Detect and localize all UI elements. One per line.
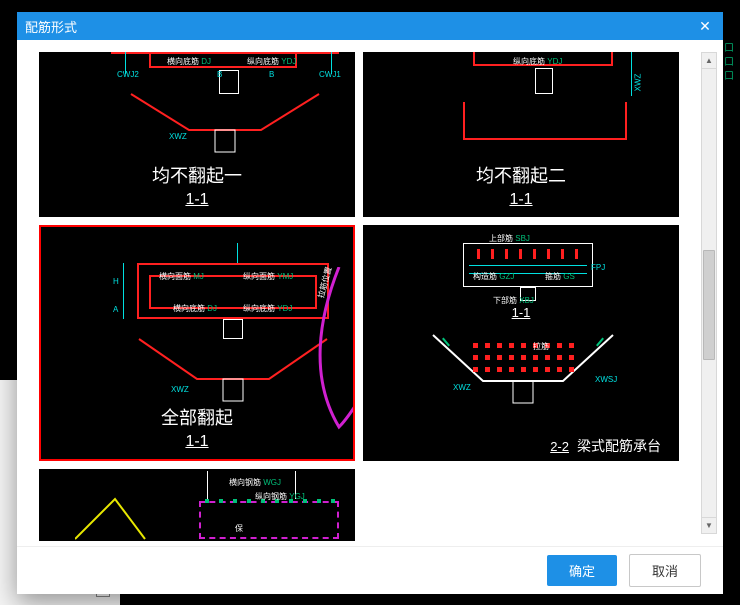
thumbnail-caption: 全部翻起1-1: [161, 408, 233, 451]
diagram-label: CWJ1: [319, 70, 341, 79]
bg-glyph: 口: [724, 44, 738, 54]
diagram-label: 横向面筋 MJ: [159, 271, 204, 282]
thumbnail-caption: 均不翻起二1-1: [476, 166, 566, 209]
diagram-label: 纵向底筋 YDJ: [247, 56, 296, 67]
dialog-content: 横向底筋 DJ 纵向底筋 YDJ CWJ2 CWJ1 B B XWZ 均不翻起一1-1 纵向底筋…: [17, 40, 723, 546]
diagram-label: 纵向底筋 YDJ: [513, 56, 562, 67]
diagram-label: FPJ: [591, 263, 605, 272]
thumbnail-a[interactable]: 横向底筋 DJ 纵向底筋 YDJ CWJ2 CWJ1 B B XWZ 均不翻起一1-1: [39, 52, 355, 217]
diagram-label: B: [217, 70, 222, 79]
diagram-label: XWSJ: [595, 375, 617, 384]
scroll-up-button[interactable]: ▲: [702, 53, 716, 69]
diagram-label: 下部筋 XBJ: [493, 295, 534, 306]
diagram-label: XWZ: [453, 383, 471, 392]
thumbnail-c[interactable]: 横向面筋 MJ纵向面筋 YMJ横向底筋 DJ纵向底筋 YDJ拉筋位置HAXWZ全…: [39, 225, 355, 461]
diagram-label: XWZ: [171, 385, 189, 394]
gallery-grid: 横向底筋 DJ 纵向底筋 YDJ CWJ2 CWJ1 B B XWZ 均不翻起一1-1 纵向底筋…: [39, 52, 699, 541]
dialog: 配筋形式 ✕ 横向底筋 DJ 纵向底筋 YDJ CWJ2 CWJ1 B B XWZ 均不翻起一…: [17, 12, 723, 594]
thumbnail-caption: 均不翻起一1-1: [152, 166, 242, 209]
ok-button[interactable]: 确定: [547, 555, 617, 586]
scroll-down-button[interactable]: ▼: [702, 517, 716, 533]
diagram-label: 箍筋 GS: [545, 271, 575, 282]
diagram-label: XWZ: [169, 132, 187, 141]
diagram-label: XWZ: [633, 74, 642, 92]
close-icon[interactable]: ✕: [695, 16, 715, 36]
bg-glyph: 口: [724, 58, 738, 68]
diagram-label: 拉筋: [533, 341, 549, 352]
thumbnail-d[interactable]: 1-1上部筋 SBJ构造筋 GZJ箍筋 GS下部筋 XBJFPJXWSJ拉筋XW…: [363, 225, 679, 461]
cancel-button[interactable]: 取消: [629, 554, 701, 587]
diagram-label: 纵向面筋 YMJ: [243, 271, 293, 282]
scroll-thumb[interactable]: [703, 250, 715, 360]
thumbnail-gallery: 横向底筋 DJ 纵向底筋 YDJ CWJ2 CWJ1 B B XWZ 均不翻起一1-1 纵向底筋…: [39, 52, 699, 546]
thumbnail-e[interactable]: 横向钢筋 WGJ 纵向钢筋 YGJ 保: [39, 469, 355, 541]
scroll-track[interactable]: [702, 70, 716, 516]
diagram-label: 横向底筋 DJ: [167, 56, 211, 67]
diagram-label: H: [113, 277, 119, 286]
diagram-label: 横向底筋 DJ: [173, 303, 217, 314]
bg-glyph: 口: [724, 72, 738, 82]
diagram-label: 构造筋 GZJ: [473, 271, 514, 282]
diagram-label: B: [269, 70, 274, 79]
background-right-glyphs: 口 口 口: [724, 44, 738, 344]
diagram-label: 横向钢筋 WGJ: [229, 477, 281, 488]
vertical-scrollbar[interactable]: ▲ ▼: [701, 52, 717, 534]
thumbnail-caption: 2-2梁式配筋承台: [550, 437, 661, 455]
thumbnail-b[interactable]: 纵向底筋 YDJ XWZ 均不翻起二1-1: [363, 52, 679, 217]
diagram-label: 纵向底筋 YDJ: [243, 303, 292, 314]
diagram-label: 上部筋 SBJ: [489, 233, 530, 244]
titlebar[interactable]: 配筋形式 ✕: [17, 12, 723, 40]
dialog-footer: 确定 取消: [17, 546, 723, 594]
diagram-label: 保: [235, 523, 243, 534]
diagram-label: 纵向钢筋 YGJ: [255, 491, 305, 502]
diagram-label: A: [113, 305, 118, 314]
diagram-label: CWJ2: [117, 70, 139, 79]
dialog-title: 配筋形式: [25, 17, 77, 36]
